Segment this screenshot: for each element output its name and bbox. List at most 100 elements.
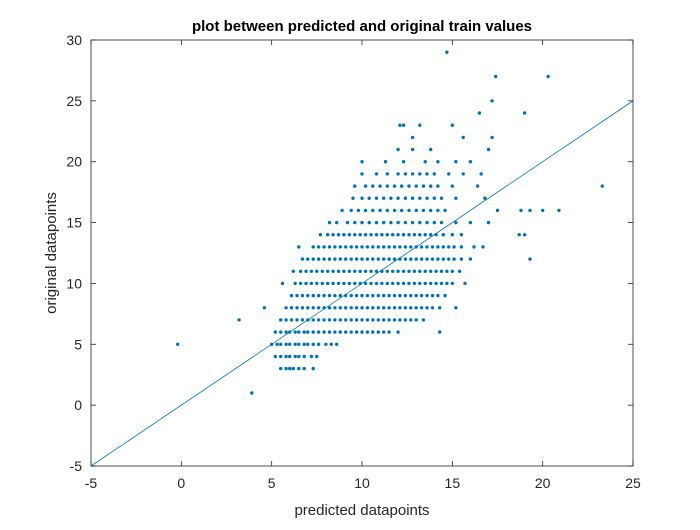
data-point bbox=[382, 306, 386, 310]
data-point bbox=[459, 257, 464, 261]
data-point bbox=[385, 172, 389, 176]
data-point bbox=[358, 269, 362, 273]
data-point bbox=[392, 257, 397, 261]
data-points bbox=[176, 50, 604, 395]
data-point bbox=[316, 257, 321, 261]
data-point bbox=[430, 257, 435, 261]
data-point bbox=[311, 366, 315, 371]
data-point bbox=[557, 208, 561, 213]
data-point bbox=[447, 257, 451, 261]
data-point bbox=[344, 330, 348, 334]
data-point bbox=[322, 257, 326, 261]
data-point bbox=[472, 245, 476, 249]
data-point bbox=[363, 233, 368, 237]
data-point bbox=[401, 269, 406, 273]
data-point bbox=[374, 196, 379, 200]
data-point bbox=[347, 281, 352, 286]
data-point bbox=[445, 50, 449, 54]
data-point bbox=[376, 257, 380, 261]
data-point bbox=[326, 269, 330, 273]
y-axis-ticks: -5 0 5 10 15 20 25 30 bbox=[66, 32, 633, 474]
data-point bbox=[316, 306, 321, 310]
data-point bbox=[432, 172, 436, 176]
data-point bbox=[414, 208, 418, 213]
data-point bbox=[454, 196, 458, 200]
data-point bbox=[316, 318, 321, 322]
data-point bbox=[436, 245, 440, 249]
data-point bbox=[409, 306, 413, 310]
data-point bbox=[331, 269, 335, 273]
data-point bbox=[311, 318, 315, 322]
data-point bbox=[344, 245, 348, 249]
data-point bbox=[429, 184, 433, 188]
data-point bbox=[414, 306, 418, 310]
data-point bbox=[418, 269, 422, 273]
data-point bbox=[297, 354, 301, 359]
data-point bbox=[360, 257, 364, 261]
data-point bbox=[374, 233, 379, 237]
data-point bbox=[414, 293, 418, 298]
data-point bbox=[403, 172, 408, 176]
data-point bbox=[349, 318, 353, 322]
data-point bbox=[477, 111, 482, 115]
data-point bbox=[401, 233, 406, 237]
data-point bbox=[486, 147, 491, 152]
data-point bbox=[344, 318, 348, 322]
data-point bbox=[288, 342, 292, 346]
data-point bbox=[600, 184, 604, 188]
data-point bbox=[316, 293, 321, 298]
data-point bbox=[288, 354, 292, 359]
data-point bbox=[421, 318, 426, 322]
y-tick-label: 15 bbox=[66, 215, 82, 231]
data-point bbox=[403, 318, 408, 322]
data-point bbox=[338, 245, 342, 249]
data-point bbox=[300, 318, 305, 322]
chart-title: plot between predicted and original trai… bbox=[192, 18, 532, 35]
data-point bbox=[414, 245, 418, 249]
data-point bbox=[541, 208, 545, 213]
data-point bbox=[389, 220, 393, 225]
data-point bbox=[344, 306, 348, 310]
data-point bbox=[425, 220, 429, 225]
data-point bbox=[445, 281, 449, 286]
data-point bbox=[429, 208, 433, 213]
data-point bbox=[376, 293, 380, 298]
x-axis-label: predicted datapoints bbox=[294, 502, 429, 519]
data-point bbox=[284, 342, 288, 346]
data-point bbox=[360, 245, 364, 249]
data-point bbox=[452, 245, 456, 249]
data-point bbox=[324, 342, 328, 346]
data-point bbox=[450, 233, 454, 237]
data-point bbox=[273, 330, 277, 334]
data-point bbox=[365, 245, 370, 249]
y-tick-label: 5 bbox=[74, 336, 82, 352]
data-point bbox=[414, 184, 418, 188]
data-point bbox=[365, 257, 370, 261]
data-point bbox=[425, 257, 429, 261]
x-tick-label: 25 bbox=[625, 475, 641, 491]
data-point bbox=[279, 318, 283, 322]
data-point bbox=[349, 245, 353, 249]
data-point bbox=[344, 257, 348, 261]
data-point bbox=[365, 330, 370, 334]
data-point bbox=[295, 318, 299, 322]
data-point bbox=[306, 342, 310, 346]
data-point bbox=[318, 233, 323, 237]
data-point bbox=[311, 306, 315, 310]
data-point bbox=[419, 293, 424, 298]
data-point bbox=[376, 306, 380, 310]
data-point bbox=[360, 318, 364, 322]
data-point bbox=[338, 318, 342, 322]
data-point bbox=[284, 330, 288, 334]
data-point bbox=[396, 220, 400, 225]
data-point bbox=[459, 233, 464, 237]
data-point bbox=[457, 269, 462, 273]
data-point bbox=[327, 245, 332, 249]
data-point bbox=[262, 306, 267, 310]
data-point bbox=[447, 245, 451, 249]
data-point bbox=[392, 245, 397, 249]
data-point bbox=[409, 293, 413, 298]
data-point bbox=[279, 366, 283, 371]
data-point bbox=[419, 245, 424, 249]
data-point bbox=[306, 318, 310, 322]
